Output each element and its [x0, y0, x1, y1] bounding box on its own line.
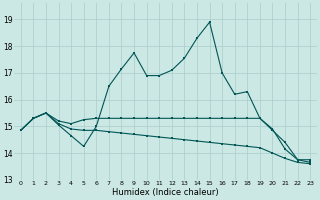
X-axis label: Humidex (Indice chaleur): Humidex (Indice chaleur) [112, 188, 219, 197]
